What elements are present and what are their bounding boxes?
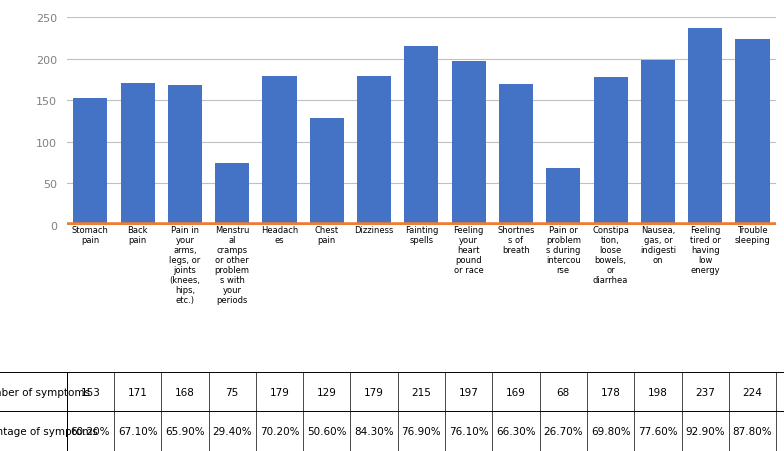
Text: 66.30%: 66.30% <box>496 426 535 436</box>
Text: 67.10%: 67.10% <box>118 426 158 436</box>
Text: Dizziness: Dizziness <box>354 226 394 235</box>
Text: Chest
pain: Chest pain <box>314 226 339 244</box>
Text: 224: 224 <box>742 387 763 397</box>
Text: Nausea,
gas, or
indigesti
on: Nausea, gas, or indigesti on <box>640 226 676 265</box>
Text: 65.90%: 65.90% <box>165 426 205 436</box>
Text: 26.70%: 26.70% <box>543 426 583 436</box>
Text: 60.20%: 60.20% <box>71 426 110 436</box>
Text: Pain or
problem
s during
intercou
rse: Pain or problem s during intercou rse <box>546 226 581 275</box>
Text: 68: 68 <box>557 387 570 397</box>
Text: Trouble
sleeping: Trouble sleeping <box>735 226 771 244</box>
Text: Pain in
your
arms,
legs, or
joints
(knees,
hips,
etc.): Pain in your arms, legs, or joints (knee… <box>169 226 201 305</box>
Text: Back
pain: Back pain <box>127 226 148 244</box>
Text: 77.60%: 77.60% <box>638 426 677 436</box>
Text: 237: 237 <box>695 387 715 397</box>
Text: 84.30%: 84.30% <box>354 426 394 436</box>
Text: Feeling
tired or
having
low
energy: Feeling tired or having low energy <box>690 226 720 275</box>
Text: Fainting
spells: Fainting spells <box>405 226 438 244</box>
Text: 76.90%: 76.90% <box>401 426 441 436</box>
Text: 69.80%: 69.80% <box>591 426 630 436</box>
Text: Shortnes
s of
breath: Shortnes s of breath <box>497 226 535 254</box>
Text: 70.20%: 70.20% <box>260 426 299 436</box>
Text: Number of symptoms: Number of symptoms <box>0 387 90 397</box>
Text: 169: 169 <box>506 387 526 397</box>
Text: 76.10%: 76.10% <box>449 426 488 436</box>
Bar <box>499 85 533 226</box>
Bar <box>593 78 628 226</box>
Bar <box>215 163 249 226</box>
Text: 197: 197 <box>459 387 479 397</box>
Text: Menstru
al
cramps
or other
problem
s with
your
periods: Menstru al cramps or other problem s wit… <box>215 226 249 305</box>
Text: 75: 75 <box>226 387 239 397</box>
Bar <box>357 77 391 226</box>
Bar <box>310 119 344 226</box>
Text: Stomach
pain: Stomach pain <box>72 226 109 244</box>
Bar <box>263 77 296 226</box>
Text: 129: 129 <box>317 387 337 397</box>
Text: Constipa
tion,
loose
bowels,
or
diarrhea: Constipa tion, loose bowels, or diarrhea <box>592 226 629 285</box>
Text: 50.60%: 50.60% <box>307 426 347 436</box>
Bar <box>73 98 107 226</box>
Text: 179: 179 <box>364 387 384 397</box>
Text: 171: 171 <box>128 387 147 397</box>
Text: 153: 153 <box>80 387 100 397</box>
Bar <box>452 62 486 226</box>
Text: 179: 179 <box>270 387 289 397</box>
Text: Percentage of symptoms: Percentage of symptoms <box>0 426 98 436</box>
Text: 215: 215 <box>412 387 431 397</box>
Bar <box>735 40 770 226</box>
Text: 198: 198 <box>648 387 668 397</box>
Text: 168: 168 <box>175 387 195 397</box>
Bar <box>641 61 675 226</box>
Text: 87.80%: 87.80% <box>733 426 772 436</box>
Bar <box>546 169 580 226</box>
Text: 92.90%: 92.90% <box>685 426 725 436</box>
Bar <box>168 86 202 226</box>
Bar <box>405 47 438 226</box>
Bar <box>688 29 722 226</box>
Text: Headach
es: Headach es <box>261 226 298 244</box>
Text: 178: 178 <box>601 387 621 397</box>
Text: Feeling
your
heart
pound
or race: Feeling your heart pound or race <box>453 226 484 275</box>
Bar <box>121 83 154 226</box>
Text: 29.40%: 29.40% <box>212 426 252 436</box>
